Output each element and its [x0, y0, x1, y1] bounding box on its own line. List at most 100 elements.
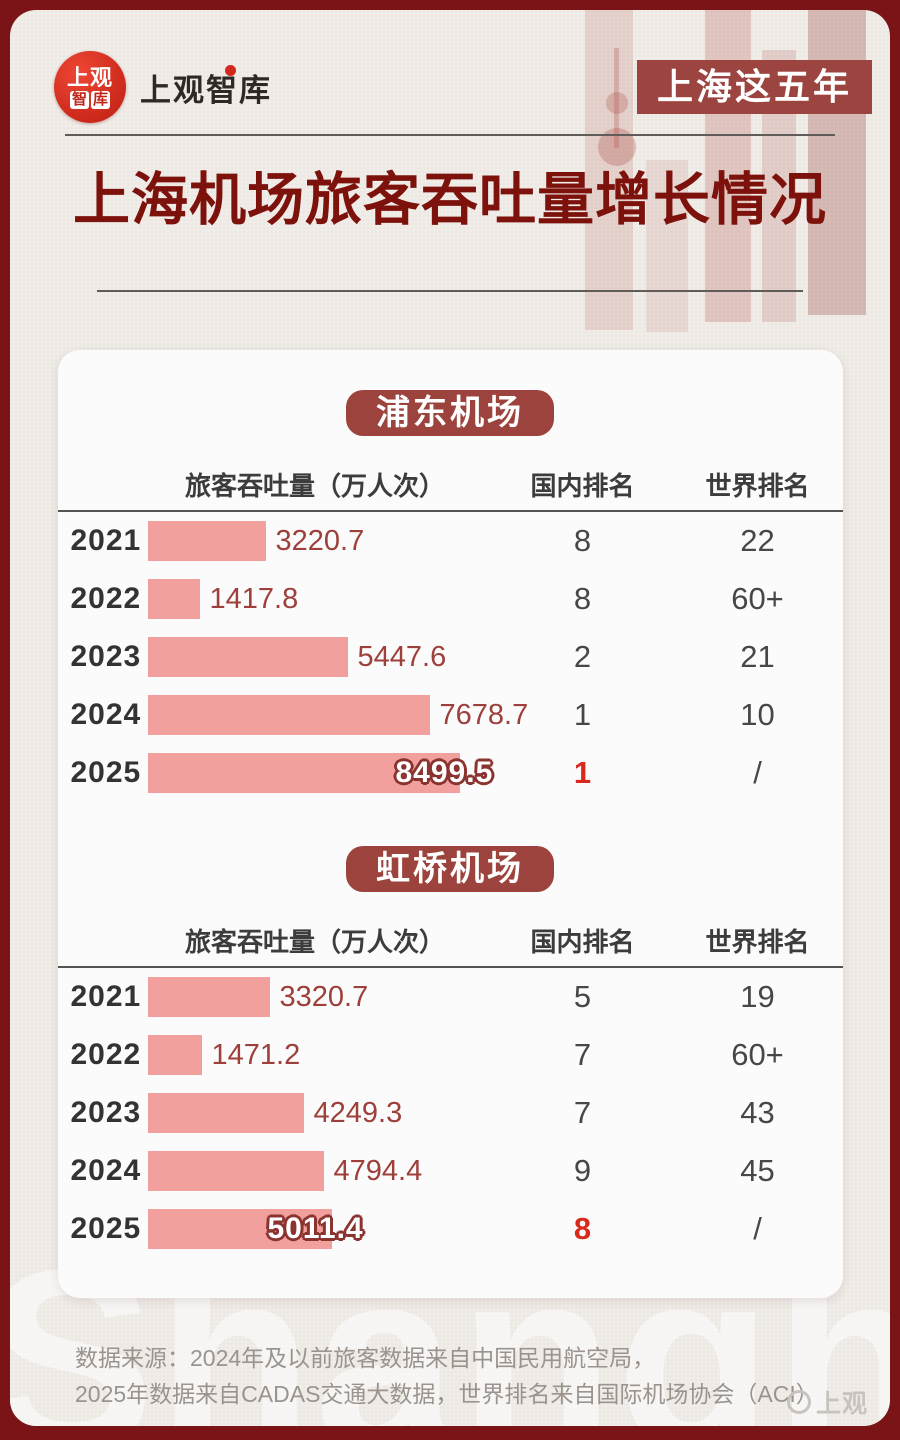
- value-bar: [147, 637, 348, 677]
- table-row-highlight: 2025 8499.5 1 /: [58, 744, 843, 802]
- hongqiao-section-header: 虹桥机场: [58, 846, 843, 892]
- year-label: 2023: [70, 1096, 142, 1129]
- value-bar: [147, 1151, 324, 1191]
- column-header-domestic-rank: 国内排名: [530, 927, 635, 957]
- value-bar: [147, 977, 270, 1017]
- value-bar: [147, 1093, 304, 1133]
- year-label: 2022: [70, 582, 142, 615]
- bar-track: 4249.3: [147, 1093, 483, 1133]
- value-bar: [147, 1209, 332, 1249]
- table-row: 2023 4249.3 7 43: [58, 1084, 843, 1142]
- year-label: 2022: [70, 1038, 142, 1071]
- column-header-world-rank: 世界排名: [705, 471, 810, 501]
- value-label: 5447.6: [357, 640, 447, 673]
- value-bar: [147, 521, 266, 561]
- domestic-rank-value: 8: [573, 1211, 592, 1246]
- year-label: 2025: [70, 1212, 142, 1245]
- column-header-domestic-rank: 国内排名: [530, 471, 635, 501]
- series-tag-badge: 上海这五年: [636, 60, 872, 114]
- domestic-rank-value: 7: [573, 1037, 592, 1072]
- table-row: 2024 7678.7 1 10: [58, 686, 843, 744]
- bar-track: 8499.5: [147, 753, 492, 793]
- logo-ring-icon: [786, 1390, 811, 1414]
- logo-badge-top: 上观: [66, 64, 113, 90]
- world-rank-value: 60+: [731, 1037, 784, 1072]
- bar-track: 5011.4: [147, 1209, 483, 1249]
- logo-badge-bottom: 智 库: [69, 90, 111, 109]
- world-rank-value: 19: [740, 979, 775, 1014]
- value-label: 4249.3: [313, 1096, 403, 1129]
- logo-circle-icon: 上观 智 库: [54, 51, 126, 123]
- bar-track: 4794.4: [147, 1151, 483, 1191]
- year-label: 2024: [70, 1154, 142, 1187]
- data-source-line1: 数据来源：2024年及以前旅客数据来自中国民用航空局，: [75, 1345, 656, 1371]
- domestic-rank-value: 8: [573, 523, 592, 558]
- table-row-highlight: 2025 5011.4 8 /: [58, 1200, 843, 1258]
- value-label: 1471.2: [211, 1038, 301, 1071]
- column-header-world-rank: 世界排名: [705, 927, 810, 957]
- divider: [57, 966, 843, 968]
- divider: [97, 290, 803, 292]
- bar-track: 1417.8: [147, 579, 483, 619]
- domestic-rank-value: 1: [573, 697, 592, 732]
- page-title: 上海机场旅客吞吐量增长情况: [73, 168, 827, 232]
- table-row: 2023 5447.6 2 21: [58, 628, 843, 686]
- value-label: 3220.7: [275, 524, 365, 557]
- divider: [65, 134, 835, 136]
- airport-pill-hongqiao: 虹桥机场: [346, 846, 554, 892]
- data-card: 浦东机场 旅客吞吐量（万人次） 国内排名 世界排名 2021 3220.7 8 …: [57, 350, 843, 1298]
- corner-watermark-logo: 上观: [786, 1384, 868, 1420]
- domestic-rank-value: 7: [573, 1095, 592, 1130]
- value-label: 4794.4: [333, 1154, 423, 1187]
- year-label: 2021: [70, 524, 142, 557]
- shangguan-zhiku-logo: 上观 智 库 上观智库: [54, 51, 272, 123]
- year-label: 2023: [70, 640, 142, 673]
- column-header-throughput: 旅客吞吐量（万人次）: [184, 471, 445, 501]
- value-bar: [147, 753, 460, 793]
- value-bar: [147, 579, 200, 619]
- bar-track: 7678.7: [147, 695, 528, 735]
- world-rank-value: 21: [740, 639, 775, 674]
- year-label: 2025: [70, 756, 142, 789]
- world-rank-value: 45: [740, 1153, 775, 1188]
- column-headers: 旅客吞吐量（万人次） 国内排名 世界排名: [58, 466, 843, 501]
- pudong-section-header: 浦东机场: [58, 390, 843, 436]
- domestic-rank-value: 9: [573, 1153, 592, 1188]
- domestic-rank-value: 1: [573, 755, 592, 790]
- value-label: 5011.4: [267, 1212, 364, 1245]
- logo-chip: 智: [69, 90, 89, 109]
- page-header: 上观 智 库 上观智库 上海这五年: [10, 10, 890, 124]
- logo-wordmark: 上观智库: [140, 64, 272, 110]
- logo-chip: 库: [91, 90, 111, 109]
- year-label: 2021: [70, 980, 142, 1013]
- world-rank-value: 10: [740, 697, 775, 732]
- column-header-throughput: 旅客吞吐量（万人次）: [184, 927, 445, 957]
- bar-track: 1471.2: [147, 1035, 483, 1075]
- airport-pill-pudong: 浦东机场: [346, 390, 554, 436]
- world-rank-value: 60+: [731, 581, 784, 616]
- table-row: 2021 3320.7 5 19: [58, 968, 843, 1026]
- world-rank-value: 22: [740, 523, 775, 558]
- year-label: 2024: [70, 698, 142, 731]
- value-bar: [147, 1035, 202, 1075]
- domestic-rank-value: 8: [573, 581, 592, 616]
- bar-track: 5447.6: [147, 637, 483, 677]
- value-label: 7678.7: [439, 698, 529, 731]
- table-row: 2024 4794.4 9 45: [58, 1142, 843, 1200]
- column-headers: 旅客吞吐量（万人次） 国内排名 世界排名: [58, 922, 843, 957]
- corner-watermark-text: 上观: [815, 1390, 868, 1418]
- value-bar: [147, 695, 430, 735]
- divider: [57, 510, 843, 512]
- value-label: 1417.8: [209, 582, 299, 615]
- table-row: 2022 1471.2 7 60+: [58, 1026, 843, 1084]
- data-source-line2: 2025年数据来自CADAS交通大数据，世界排名来自国际机场协会（ACI）: [75, 1381, 819, 1407]
- value-label: 8499.5: [395, 756, 494, 789]
- world-rank-value: 43: [740, 1095, 775, 1130]
- poster-panel: Shanghai 上观 智 库 上观智库 上海这五年 上海机场旅客吞吐量增长情况…: [10, 10, 890, 1426]
- data-source-note: 数据来源：2024年及以前旅客数据来自中国民用航空局， 2025年数据来自CAD…: [75, 1340, 850, 1412]
- value-label: 3320.7: [279, 980, 369, 1013]
- table-row: 2022 1417.8 8 60+: [58, 570, 843, 628]
- domestic-rank-value: 2: [573, 639, 592, 674]
- bar-track: 3220.7: [147, 521, 483, 561]
- world-rank-value: /: [753, 755, 762, 790]
